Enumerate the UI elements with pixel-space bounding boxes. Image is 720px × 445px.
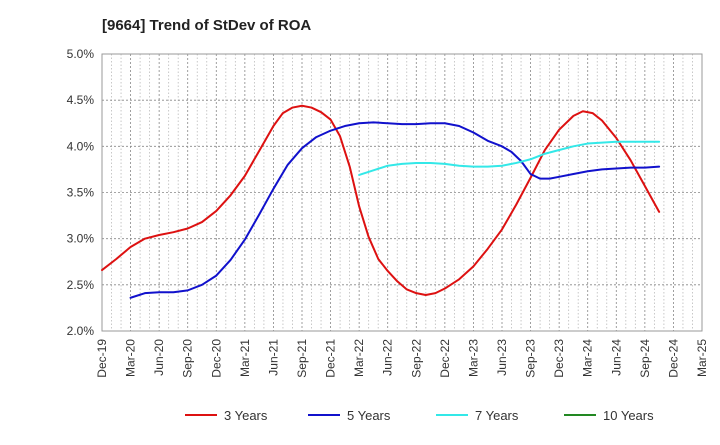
x-tick-label: Dec-20 bbox=[209, 339, 223, 378]
x-tick-label: Mar-22 bbox=[352, 339, 366, 377]
legend: 3 Years 5 Years 7 Years 10 Years bbox=[185, 408, 654, 423]
x-tick-label: Sep-24 bbox=[638, 339, 652, 378]
x-tick-label: Sep-22 bbox=[409, 339, 423, 378]
x-tick-label: Mar-23 bbox=[466, 339, 480, 377]
x-tick-label: Dec-19 bbox=[95, 339, 109, 378]
x-tick-label: Dec-22 bbox=[438, 339, 452, 378]
y-tick-label: 2.5% bbox=[67, 278, 95, 292]
series-line-5-years bbox=[129, 121, 661, 299]
series-line-7-years bbox=[358, 140, 661, 176]
x-tick-label: Mar-24 bbox=[581, 339, 595, 377]
x-tick-label: Jun-21 bbox=[266, 339, 280, 376]
legend-label-7-years: 7 Years bbox=[475, 408, 519, 423]
x-tick-label: Sep-23 bbox=[524, 339, 538, 378]
x-tick-label: Mar-25 bbox=[695, 339, 709, 377]
x-tick-label: Jun-23 bbox=[495, 339, 509, 376]
x-tick-label: Dec-23 bbox=[552, 339, 566, 378]
legend-label-5-years: 5 Years bbox=[347, 408, 391, 423]
y-tick-label: 3.5% bbox=[67, 186, 95, 200]
x-tick-label: Jun-24 bbox=[609, 339, 623, 376]
chart-title: [9664] Trend of StDev of ROA bbox=[102, 17, 311, 34]
x-tick-label: Dec-24 bbox=[666, 339, 680, 378]
y-tick-label: 2.0% bbox=[67, 324, 95, 338]
x-tick-label: Sep-21 bbox=[295, 339, 309, 378]
y-tick-label: 4.0% bbox=[67, 139, 95, 153]
y-tick-label: 5.0% bbox=[67, 47, 95, 61]
x-tick-label: Sep-20 bbox=[181, 339, 195, 378]
x-tick-label: Jun-22 bbox=[381, 339, 395, 376]
legend-label-10-years: 10 Years bbox=[603, 408, 654, 423]
series-lines bbox=[101, 104, 661, 299]
x-tick-label: Jun-20 bbox=[152, 339, 166, 376]
x-tick-label: Mar-20 bbox=[124, 339, 138, 377]
axes: 2.0% 2.5% 3.0% 3.5% 4.0% 4.5% 5.0% Dec-19 Mar-20… bbox=[67, 47, 709, 378]
x-tick-label: Dec-21 bbox=[324, 339, 338, 378]
x-tick-label: Mar-21 bbox=[238, 339, 252, 377]
plot-frame bbox=[101, 53, 703, 332]
series-line-3-years bbox=[101, 104, 661, 296]
y-tick-label: 4.5% bbox=[67, 93, 95, 107]
y-tick-label: 3.0% bbox=[67, 232, 95, 246]
legend-label-3-years: 3 Years bbox=[224, 408, 268, 423]
